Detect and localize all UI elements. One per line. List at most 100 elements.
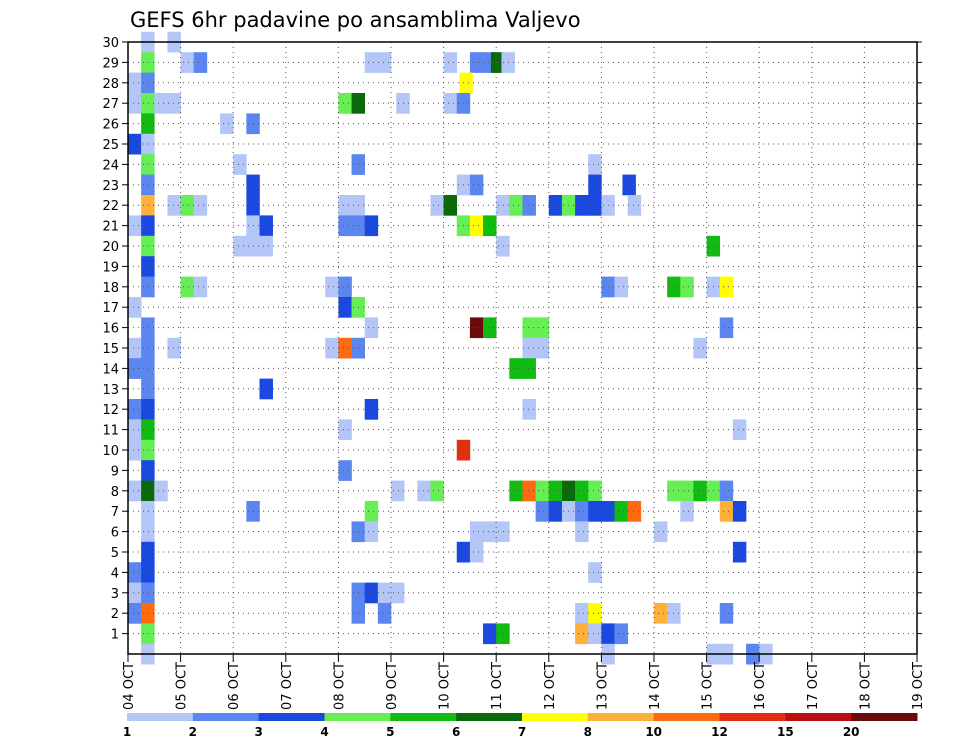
heatmap-cell xyxy=(496,235,510,257)
x-tick-label: 14 OCT xyxy=(648,662,663,710)
x-tick-label: 19 OCT xyxy=(911,662,926,710)
heatmap-cell xyxy=(220,113,234,135)
heatmap-cell xyxy=(417,480,431,502)
colorbar-label: 10 xyxy=(645,725,662,739)
heatmap-cell xyxy=(396,93,410,114)
heatmap-cell xyxy=(719,317,734,339)
heatmap-cell xyxy=(588,623,602,645)
y-tick-label: 5 xyxy=(111,546,119,561)
heatmap-cell xyxy=(128,603,142,624)
heatmap-cell xyxy=(522,399,536,420)
colorbar-label: 20 xyxy=(843,725,860,739)
x-tick-label: 17 OCT xyxy=(806,662,821,710)
y-tick-label: 25 xyxy=(102,138,119,153)
heatmap-cell xyxy=(338,419,352,441)
heatmap-cell xyxy=(141,358,155,379)
heatmap-cell xyxy=(588,562,602,583)
heatmap-cell xyxy=(496,521,510,543)
x-tick-label: 04 OCT xyxy=(122,662,137,710)
heatmap-cell xyxy=(575,480,589,502)
heatmap-cell xyxy=(141,154,155,175)
heatmap-cell xyxy=(154,480,168,502)
x-tick-label: 18 OCT xyxy=(858,662,873,710)
heatmap-cell xyxy=(377,582,392,604)
heatmap-cell xyxy=(128,133,142,155)
heatmap-cell xyxy=(141,541,155,563)
heatmap-cell xyxy=(141,562,155,583)
heatmap-cell xyxy=(732,501,747,522)
heatmap-cell xyxy=(141,603,155,624)
heatmap-cell xyxy=(128,399,142,420)
heatmap-cell xyxy=(693,480,707,502)
heatmap-cells xyxy=(128,31,773,665)
heatmap-cell xyxy=(128,582,142,604)
y-tick-label: 28 xyxy=(102,77,119,92)
grid-lines xyxy=(128,41,917,654)
heatmap-cell xyxy=(548,195,563,216)
y-tick-label: 19 xyxy=(102,260,119,275)
heatmap-cell xyxy=(719,276,734,298)
heatmap-cell xyxy=(614,501,628,522)
heatmap-cell xyxy=(443,93,458,114)
heatmap-cell xyxy=(719,603,734,624)
heatmap-cell xyxy=(509,195,523,216)
heatmap-cell xyxy=(233,235,247,257)
y-tick-label: 3 xyxy=(111,587,119,602)
heatmap-cell xyxy=(128,215,142,237)
y-tick-label: 17 xyxy=(102,301,119,316)
x-tick-label: 10 OCT xyxy=(438,662,453,710)
y-tick-label: 15 xyxy=(102,342,119,357)
heatmap-cell xyxy=(141,235,155,257)
heatmap-cell xyxy=(141,378,155,400)
heatmap-cell xyxy=(522,317,536,339)
x-tick-label: 12 OCT xyxy=(543,662,558,710)
heatmap-cell xyxy=(377,52,392,73)
heatmap-cell xyxy=(588,154,602,175)
x-tick-label: 13 OCT xyxy=(595,662,610,710)
colorbar-swatch xyxy=(522,713,589,721)
heatmap-cell xyxy=(141,133,155,155)
colorbar-swatch xyxy=(324,713,391,721)
y-tick-label: 7 xyxy=(111,505,119,520)
heatmap-cell xyxy=(259,235,273,257)
heatmap-cell xyxy=(193,276,208,298)
heatmap-cell xyxy=(141,582,155,604)
heatmap-cell xyxy=(391,582,405,604)
heatmap-cell xyxy=(128,93,142,114)
heatmap-cell xyxy=(128,439,142,461)
heatmap-cell xyxy=(430,195,444,216)
heatmap-cell xyxy=(719,501,734,522)
heatmap-cell xyxy=(364,317,379,339)
heatmap-cell xyxy=(193,52,208,73)
heatmap-cell xyxy=(364,215,379,237)
heatmap-cell xyxy=(522,358,536,379)
heatmap-cell xyxy=(364,52,379,73)
heatmap-cell xyxy=(364,521,379,543)
heatmap-cell xyxy=(680,480,694,502)
y-tick-label: 21 xyxy=(102,220,119,235)
y-tick-label: 4 xyxy=(111,566,119,581)
x-tick-label: 16 OCT xyxy=(753,662,768,710)
heatmap-cell xyxy=(167,93,181,114)
heatmap-cell xyxy=(141,399,155,420)
heatmap-cell xyxy=(141,623,155,645)
colorbar-label: 6 xyxy=(452,725,460,739)
heatmap-cell xyxy=(469,52,484,73)
heatmap-cell xyxy=(364,501,379,522)
colorbar-swatch xyxy=(192,713,260,721)
x-tick-label: 08 OCT xyxy=(332,662,347,710)
heatmap-cell xyxy=(459,72,473,94)
heatmap-cell xyxy=(680,276,694,298)
heatmap-cell xyxy=(377,603,392,624)
heatmap-cell xyxy=(535,480,550,502)
heatmap-cell xyxy=(483,317,497,339)
heatmap-cell xyxy=(141,256,155,277)
heatmap-cell xyxy=(588,174,602,196)
x-tick-label: 06 OCT xyxy=(227,662,242,710)
heatmap-cell xyxy=(141,72,155,94)
heatmap-cell xyxy=(693,337,707,359)
x-axis-ticks: 04 OCT 05 OCT 06 OCT 07 OCT 08 OCT 09 OCT 10 O… xyxy=(122,654,926,710)
heatmap-cell xyxy=(141,337,155,359)
x-tick-label: 07 OCT xyxy=(280,662,295,710)
heatmap-cell xyxy=(496,195,510,216)
